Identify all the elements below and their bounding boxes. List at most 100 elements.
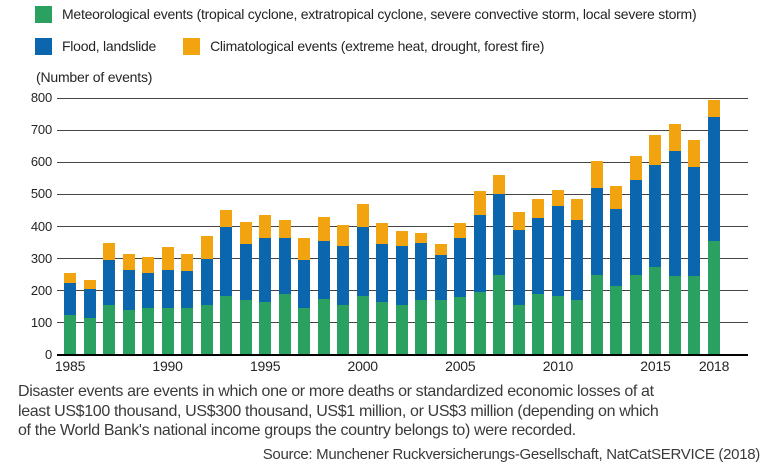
- bar-2008: [512, 212, 525, 355]
- y-axis-title: (Number of events): [36, 69, 153, 85]
- bar-1986-segment-meteorological: [83, 318, 96, 355]
- y-tick-label-700: 700: [30, 122, 52, 138]
- bar-1993-segment-climatological: [220, 210, 233, 227]
- legend-swatch-meteorological: [35, 5, 52, 23]
- bar-2006-segment-flood: [473, 215, 486, 293]
- bar-1985-segment-flood: [64, 282, 76, 315]
- bar-2008-segment-climatological: [512, 212, 525, 230]
- bar-1990-segment-climatological: [161, 247, 174, 270]
- legend-row-1: Meteorological events (tropical cyclone,…: [35, 4, 697, 24]
- bar-2013: [610, 186, 623, 355]
- bar-2018: [708, 99, 720, 355]
- bar-1989-segment-flood: [142, 273, 155, 309]
- bar-2005-segment-climatological: [454, 223, 467, 238]
- bar-2017-segment-flood: [688, 167, 701, 277]
- bar-1985-segment-meteorological: [64, 314, 76, 355]
- bar-1993-segment-flood: [220, 226, 233, 296]
- x-axis-line: [57, 354, 748, 356]
- x-tick-label-2000: 2000: [347, 358, 379, 374]
- bar-1988-segment-flood: [122, 269, 135, 311]
- legend-label-flood: Flood, landslide: [62, 38, 157, 54]
- bar-2010-segment-meteorological: [551, 295, 564, 355]
- bar-2011-segment-meteorological: [571, 300, 584, 355]
- bar-2004-segment-climatological: [434, 244, 447, 256]
- bar-1992-segment-climatological: [200, 236, 213, 259]
- bar-1995-segment-meteorological: [259, 302, 272, 355]
- bar-2013-segment-meteorological: [610, 285, 623, 355]
- bar-2005: [454, 223, 467, 355]
- bar-1990-segment-meteorological: [161, 308, 174, 355]
- caption: Disaster events are events in which one …: [18, 382, 659, 441]
- bar-1999-segment-flood: [337, 245, 350, 306]
- bar-1994-segment-flood: [239, 244, 252, 301]
- bar-2000: [356, 204, 369, 355]
- gridline-500: [57, 193, 748, 195]
- bar-2008-segment-meteorological: [512, 305, 525, 355]
- bar-2005-segment-flood: [454, 237, 467, 298]
- bar-2012-segment-climatological: [590, 160, 603, 188]
- bar-1998-segment-flood: [317, 240, 330, 299]
- legend-label-meteorological: Meteorological events (tropical cyclone,…: [62, 6, 697, 22]
- bar-2015-segment-flood: [649, 165, 662, 267]
- bar-2007-segment-flood: [493, 194, 506, 275]
- bar-2001-segment-climatological: [376, 223, 389, 245]
- bar-2011: [571, 199, 584, 355]
- bar-2002-segment-climatological: [395, 231, 408, 246]
- bar-2009-segment-climatological: [532, 199, 545, 219]
- caption-line-2: least US$100 thousand, US$300 thousand, …: [18, 402, 659, 420]
- bar-2010-segment-climatological: [551, 189, 564, 206]
- bar-1997: [298, 237, 311, 355]
- bar-1996-segment-meteorological: [278, 293, 291, 355]
- y-tick-label-300: 300: [30, 250, 52, 266]
- bar-2005-segment-meteorological: [454, 297, 467, 355]
- y-tick-label-100: 100: [30, 314, 52, 330]
- bar-1991-segment-meteorological: [181, 308, 194, 355]
- bar-2003-segment-meteorological: [415, 300, 428, 355]
- bar-2002: [395, 231, 408, 355]
- bar-2000-segment-flood: [356, 226, 369, 296]
- bar-1997-segment-meteorological: [298, 308, 311, 355]
- bar-2015-segment-meteorological: [649, 266, 662, 355]
- y-tick-label-500: 500: [30, 186, 52, 202]
- x-tick-label-2010: 2010: [542, 358, 574, 374]
- bar-1990: [161, 247, 174, 355]
- bar-1999-segment-meteorological: [337, 305, 350, 355]
- bar-2008-segment-flood: [512, 229, 525, 306]
- bar-1986-segment-flood: [83, 289, 96, 319]
- bar-1999-segment-climatological: [337, 224, 350, 246]
- bar-2000-segment-meteorological: [356, 295, 369, 355]
- bar-2016: [668, 123, 681, 355]
- bar-2007-segment-climatological: [493, 175, 506, 195]
- bar-1989-segment-meteorological: [142, 308, 155, 355]
- bar-2004: [434, 244, 447, 355]
- bar-1996-segment-climatological: [278, 220, 291, 238]
- x-tick-label-2018: 2018: [698, 358, 730, 374]
- bar-1994-segment-climatological: [239, 221, 252, 245]
- bar-2003-segment-flood: [415, 242, 428, 301]
- bar-2002-segment-meteorological: [395, 305, 408, 355]
- bar-1991-segment-climatological: [181, 253, 194, 272]
- bar-1989: [142, 257, 155, 355]
- bar-2009: [532, 199, 545, 355]
- bar-1998-segment-climatological: [317, 216, 330, 241]
- bar-1994-segment-meteorological: [239, 300, 252, 355]
- bar-2004-segment-flood: [434, 255, 447, 301]
- bar-1999: [337, 224, 350, 355]
- bar-2015: [649, 134, 662, 355]
- y-tick-label-800: 800: [30, 90, 52, 105]
- bar-2016-segment-climatological: [668, 123, 681, 152]
- x-tick-label-2005: 2005: [445, 358, 476, 374]
- bar-1990-segment-flood: [161, 269, 174, 309]
- bar-2018-segment-flood: [708, 117, 720, 241]
- bar-2016-segment-meteorological: [668, 276, 681, 355]
- bar-2009-segment-flood: [532, 218, 545, 294]
- bar-1995-segment-climatological: [259, 215, 272, 238]
- bar-1992-segment-meteorological: [200, 305, 213, 355]
- x-tick-label-2015: 2015: [640, 358, 671, 374]
- bar-1987-segment-meteorological: [103, 305, 116, 355]
- bar-2009-segment-meteorological: [532, 293, 545, 355]
- legend-label-climatological: Climatological events (extreme heat, dro…: [210, 38, 545, 54]
- bar-1986: [83, 279, 96, 355]
- bar-1996: [278, 220, 291, 355]
- bar-2001: [376, 223, 389, 355]
